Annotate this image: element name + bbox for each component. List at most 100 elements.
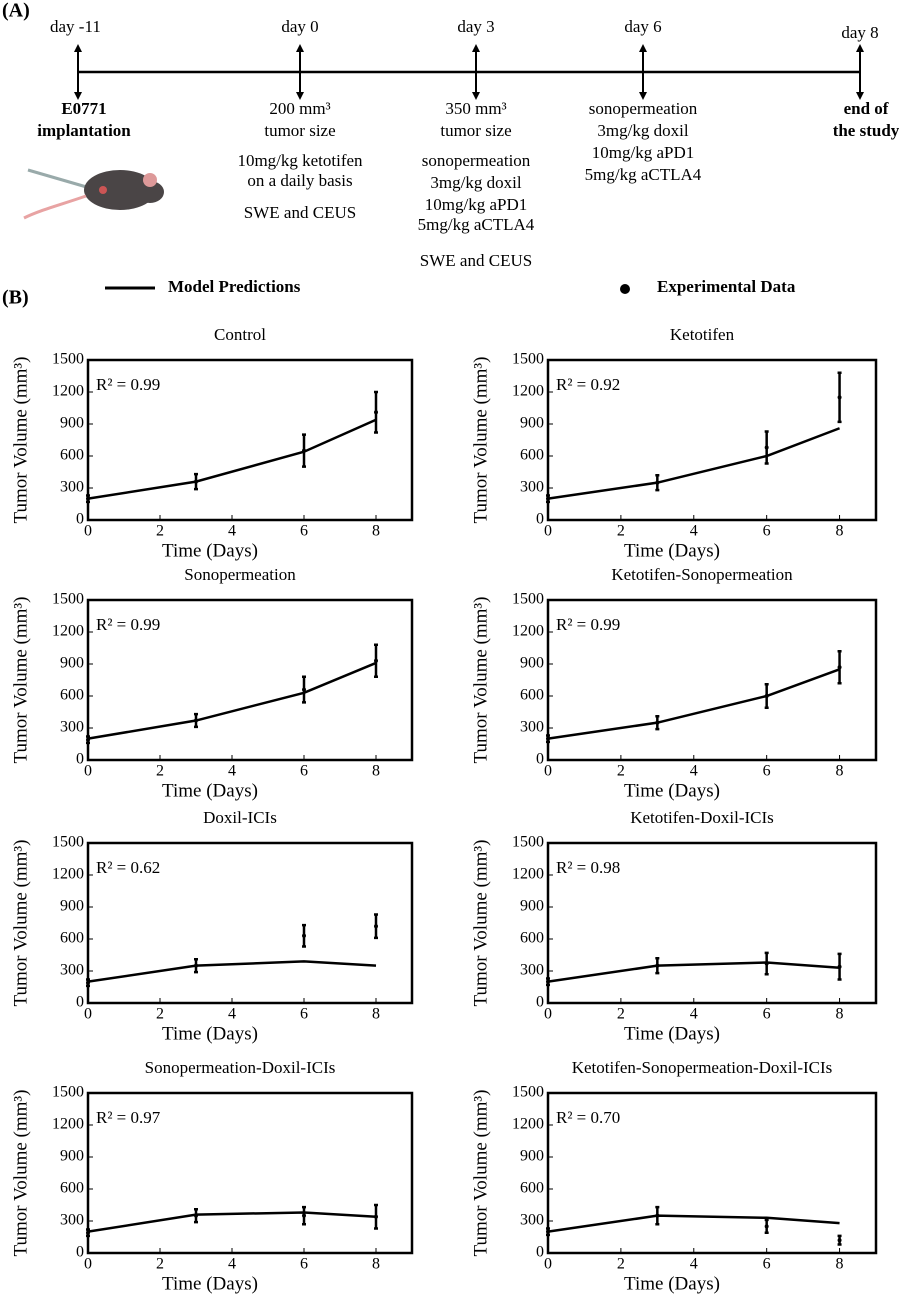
data-point [374,924,378,929]
timepoint-note: tumor size [440,121,511,140]
data-point [374,658,378,663]
x-tick-label: 4 [228,1256,236,1273]
x-tick-label: 8 [372,523,380,540]
x-axis-label: Time (Days) [162,540,258,561]
y-tick-label: 900 [60,1148,84,1165]
timepoint-note: 10mg/kg ketotifen [237,151,363,170]
timepoint-note: implantation [37,121,131,140]
tumor [99,186,107,194]
y-tick-label: 900 [60,898,84,915]
y-tick-label: 1200 [512,1116,544,1133]
data-point [837,1238,842,1243]
x-tick-label: 2 [156,523,164,540]
y-axis-label: Tumor Volume (mm³) [10,1090,31,1257]
plot-frame [546,598,878,762]
data-point [837,395,842,400]
data-point [655,1213,660,1218]
timepoint-note: 3mg/kg doxil [597,121,688,140]
x-axis-label: Time (Days) [624,1023,720,1044]
y-tick-label: 0 [536,511,544,528]
y-tick-label: 600 [60,447,84,464]
y-tick-label: 600 [520,1180,544,1197]
y-axis-label: Tumor Volume (mm³) [10,357,31,524]
r-squared: R² = 0.99 [96,375,160,394]
data-point [546,496,550,501]
data-point [764,694,769,698]
data-point [837,665,842,670]
y-tick-label: 1500 [512,351,544,368]
y-tick-label: 1200 [512,383,544,400]
x-tick-label: 8 [372,1256,380,1273]
y-tick-label: 1500 [52,351,84,368]
y-tick-label: 300 [520,1212,544,1229]
x-tick-label: 6 [763,1256,771,1273]
x-tick-label: 6 [300,523,308,540]
x-tick-label: 2 [156,1006,164,1023]
y-tick-label: 0 [76,751,84,768]
y-tick-label: 1500 [52,591,84,608]
x-tick-label: 0 [544,1006,552,1023]
model-line [87,1211,377,1233]
r-squared: R² = 0.99 [96,615,160,634]
chart-title: Doxil-ICIs [203,808,277,827]
x-tick-label: 4 [690,523,698,540]
y-tick-label: 1500 [512,1084,544,1101]
y-tick-label: 900 [520,898,544,915]
model-line [87,418,377,500]
y-tick-label: 900 [520,655,544,672]
timepoint-note: 3mg/kg doxil [430,173,521,192]
model-line [87,661,377,740]
x-tick-label: 8 [372,763,380,780]
y-tick-label: 0 [536,1244,544,1261]
data-point [655,720,660,725]
day-label: day 3 [457,17,494,36]
day-label: day 6 [624,17,661,36]
model-line [87,960,377,983]
x-tick-label: 4 [228,1006,236,1023]
y-tick-label: 0 [536,994,544,1011]
model-line [547,961,840,983]
x-tick-label: 6 [300,763,308,780]
x-axis-label: Time (Days) [624,540,720,561]
data-point [764,961,769,966]
mouse-tail [23,194,87,220]
x-tick-label: 4 [228,523,236,540]
timepoint-note: the study [833,121,899,140]
y-tick-label: 0 [76,994,84,1011]
x-tick-label: 8 [836,1256,844,1273]
y-tick-label: 300 [60,962,84,979]
panel-label: (B) [2,287,29,309]
day-label: day 8 [841,23,878,42]
data-point [302,1213,306,1218]
mouse-ear [143,173,157,187]
x-axis-label: Time (Days) [162,1023,258,1044]
x-tick-label: 0 [544,523,552,540]
timepoint-note: 10mg/kg aPD1 [592,143,694,162]
x-tick-label: 8 [836,1006,844,1023]
y-tick-label: 300 [60,1212,84,1229]
y-tick-label: 300 [60,719,84,736]
data-point [374,1214,378,1219]
y-tick-label: 1500 [512,591,544,608]
syringe [27,168,91,190]
x-tick-label: 0 [84,523,92,540]
data-point [194,963,198,968]
timepoint-note: 200 mm³ [269,99,330,118]
timepoint-note: 5mg/kg aCTLA4 [585,165,702,184]
legend-label: Model Predictions [168,277,301,296]
x-tick-label: 4 [228,763,236,780]
timepoint-note: SWE and CEUS [244,203,356,222]
r-squared: R² = 0.70 [556,1108,620,1127]
chart-title: Ketotifen-Sonopermeation-Doxil-ICIs [572,1058,833,1077]
y-tick-label: 0 [536,751,544,768]
y-tick-label: 600 [520,687,544,704]
x-tick-label: 0 [544,763,552,780]
legend-dot [620,284,630,294]
timepoint-note: E0771 [61,99,106,118]
r-squared: R² = 0.92 [556,375,620,394]
x-axis-label: Time (Days) [624,780,720,801]
x-axis-label: Time (Days) [162,780,258,801]
chart-title: Sonopermeation-Doxil-ICIs [145,1058,336,1077]
plot-frame [86,598,414,762]
chart-title: Control [214,325,266,344]
